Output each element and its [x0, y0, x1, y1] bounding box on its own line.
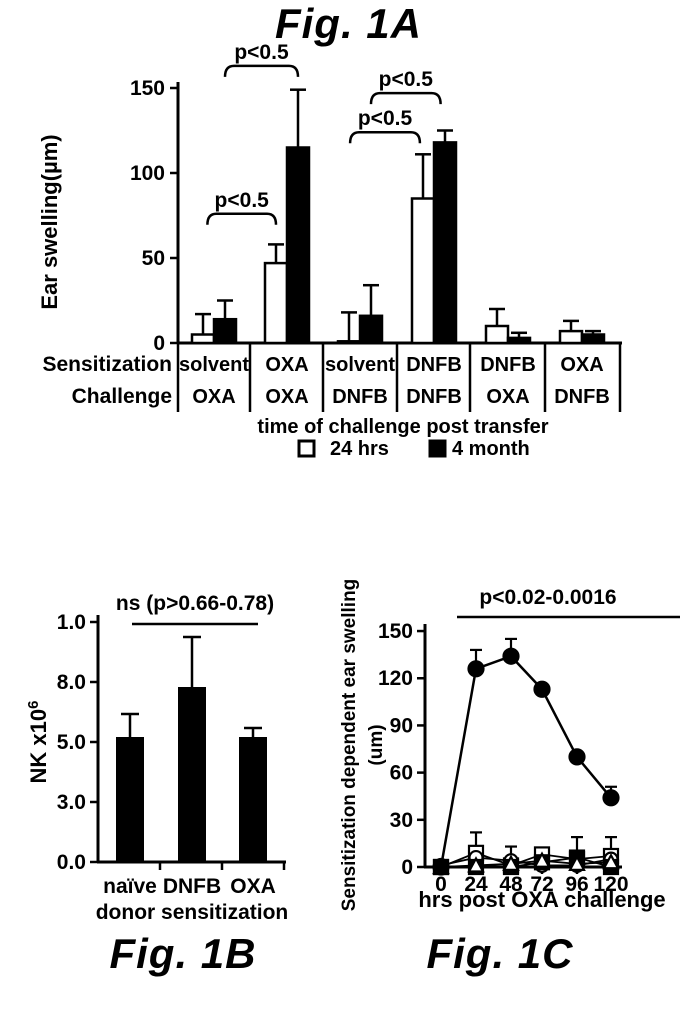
cat-sensitization: OXA	[560, 354, 603, 376]
sig-bracket	[369, 91, 442, 105]
y-tick-label: 30	[390, 809, 413, 832]
bar	[178, 687, 206, 863]
marker-open-triangle	[602, 852, 620, 870]
marker-open-triangle	[467, 856, 485, 873]
cat-sensitization: solvent	[325, 354, 395, 376]
marker-filled-circle	[502, 647, 520, 665]
y-tick-label: 150	[130, 77, 165, 100]
fig-1a-caption: Fig. 1A	[274, 0, 422, 47]
y-axis-title: NK x106	[25, 701, 51, 784]
bar-4month	[285, 146, 311, 345]
x-category-label: OXA	[230, 875, 276, 898]
legend-label-24hrs: 24 hrs	[330, 438, 389, 460]
cat-challenge: DNFB	[406, 386, 462, 408]
bar-4month	[358, 314, 384, 345]
fig-1b-bar-chart: 0.0 3.0 5.0 8.0 1.0 NK x106 ns (p>0.66-0.78) na…	[25, 592, 289, 924]
cat-challenge: OXA	[486, 386, 529, 408]
ns-annotation: ns (p>0.66-0.78)	[116, 592, 274, 615]
fig-1b-caption: Fig. 1B	[109, 930, 257, 977]
marker-open-triangle	[502, 854, 520, 871]
y-tick-label: 0	[153, 332, 165, 355]
x-tick-label: 96	[565, 873, 588, 896]
cat-sensitization: DNFB	[480, 354, 536, 376]
sig-bracket	[206, 212, 278, 225]
sig-label: p<0.5	[358, 107, 413, 130]
bar-4month	[212, 317, 238, 345]
y-axis-title: Sensitization dependent ear swelling	[339, 579, 360, 912]
x-tick-label: 72	[530, 873, 553, 896]
x-category-label: naïve	[103, 875, 157, 898]
y-tick-label: 0	[401, 856, 413, 879]
bar-24hrs	[336, 340, 362, 345]
marker-filled-circle	[533, 680, 551, 698]
legend-swatch-4month	[428, 439, 447, 458]
y-tick-label: 8.0	[57, 671, 86, 694]
row-label-challenge: Challenge	[72, 385, 172, 408]
y-tick-label: 5.0	[57, 731, 86, 754]
marker-filled-circle	[602, 789, 620, 807]
sig-label: p<0.5	[234, 41, 289, 64]
row-label-sensitization: Sensitization	[42, 353, 172, 376]
x-category-label: DNFB	[163, 875, 221, 898]
y-axis-title-units: (um)	[366, 724, 387, 765]
bar	[239, 737, 267, 863]
marker-open-triangle	[533, 851, 551, 868]
cat-challenge: DNFB	[554, 386, 610, 408]
y-tick-label: 1.0	[57, 611, 86, 634]
bar-24hrs	[263, 261, 289, 345]
sig-bracket	[348, 130, 422, 144]
fig-1a-bar-chart: 0 50 100 150 Ear swelling(µm) p<0.5 p<0.5 p<0.5…	[37, 41, 622, 460]
sig-annotation: p<0.02-0.0016	[479, 586, 616, 609]
y-tick-label: 120	[378, 667, 413, 690]
y-tick-label: 90	[390, 714, 413, 737]
cat-sensitization: solvent	[179, 354, 249, 376]
bar-4month	[432, 141, 458, 345]
bar	[116, 737, 144, 863]
series-line-open-triangle	[440, 859, 612, 868]
cat-challenge: OXA	[265, 386, 308, 408]
x-tick-label: 24	[464, 873, 488, 896]
x-axis-title: hrs post OXA challenge	[418, 887, 665, 912]
x-axis-title: donor sensitization	[96, 901, 289, 924]
bar-24hrs	[558, 329, 584, 345]
cat-challenge: DNFB	[332, 386, 388, 408]
sig-label: p<0.5	[379, 68, 434, 91]
bar-24hrs	[484, 324, 510, 345]
legend-label-4month: 4 month	[452, 438, 530, 460]
y-tick-label: 100	[130, 162, 165, 185]
marker-open-triangle	[568, 854, 586, 871]
marker-filled-circle	[467, 660, 485, 678]
bar-24hrs	[410, 197, 436, 345]
bar-4month	[580, 333, 606, 345]
y-tick-label: 3.0	[57, 791, 86, 814]
x-tick-label: 120	[593, 873, 628, 896]
cat-sensitization: OXA	[265, 354, 308, 376]
marker-filled-circle	[432, 858, 450, 876]
bar-24hrs	[190, 333, 216, 345]
y-tick-label: 50	[142, 247, 165, 270]
sig-label: p<0.5	[215, 189, 270, 212]
cat-challenge: OXA	[192, 386, 235, 408]
x-tick-label: 0	[435, 873, 447, 896]
y-tick-label: 150	[378, 620, 413, 643]
marker-filled-circle	[568, 748, 586, 766]
legend-title: time of challenge post transfer	[257, 416, 548, 438]
x-tick-label: 48	[499, 873, 523, 896]
sig-bracket	[223, 64, 300, 77]
fig-1c-caption: Fig. 1C	[426, 930, 574, 977]
series-line-filled-circle	[439, 654, 612, 868]
y-tick-label: 60	[390, 762, 413, 785]
bar-4month	[506, 336, 532, 345]
y-tick-label: 0.0	[57, 851, 86, 874]
cat-sensitization: DNFB	[406, 354, 462, 376]
legend-swatch-24hrs	[297, 439, 316, 458]
y-axis-title: Ear swelling(µm)	[37, 134, 62, 309]
